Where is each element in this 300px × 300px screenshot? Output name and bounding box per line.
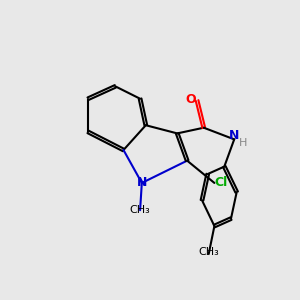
Text: N: N [229,129,239,142]
Text: N: N [136,176,147,189]
Text: Cl: Cl [214,176,227,189]
Text: O: O [186,93,196,106]
Text: H: H [239,138,247,148]
Text: CH₃: CH₃ [198,247,219,256]
Text: CH₃: CH₃ [130,205,151,215]
